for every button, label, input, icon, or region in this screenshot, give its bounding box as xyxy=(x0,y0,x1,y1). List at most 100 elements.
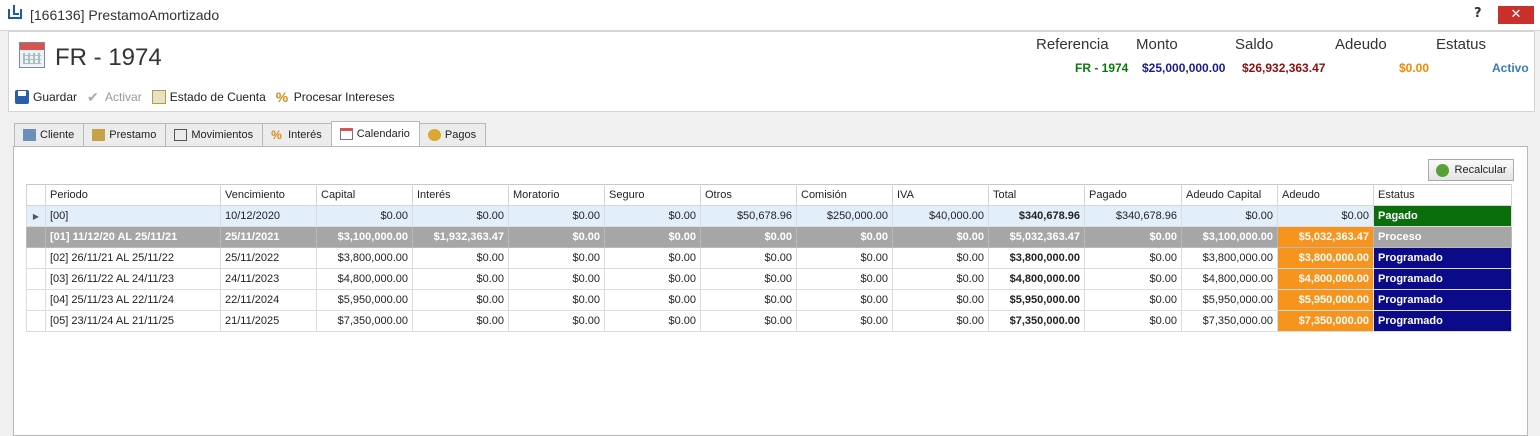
table-cell[interactable]: $3,800,000.00 xyxy=(1181,247,1278,269)
table-cell[interactable]: $0.00 xyxy=(1277,205,1374,227)
table-cell[interactable]: $0.00 xyxy=(892,310,989,332)
table-cell[interactable]: $0.00 xyxy=(892,289,989,311)
table-row[interactable]: ▶ [00] 10/12/2020 $0.00 $0.00 $0.00 $0.00 $50,6… xyxy=(26,205,1512,227)
table-cell[interactable]: [03] 26/11/22 AL 24/11/23 xyxy=(45,268,221,290)
table-cell[interactable]: $0.00 xyxy=(1084,268,1182,290)
table-cell[interactable]: $0.00 xyxy=(508,289,605,311)
column-header[interactable]: Adeudo Capital xyxy=(1181,184,1278,206)
table-cell[interactable]: $0.00 xyxy=(604,268,701,290)
estado-cuenta-button[interactable]: Estado de Cuenta xyxy=(151,90,266,104)
table-cell[interactable]: $0.00 xyxy=(796,226,893,248)
table-cell[interactable]: $4,800,000.00 xyxy=(1277,268,1374,290)
table-cell[interactable]: 10/12/2020 xyxy=(220,205,317,227)
activar-button[interactable]: ✔ Activar xyxy=(87,90,142,104)
column-header[interactable]: Moratorio xyxy=(508,184,605,206)
table-cell[interactable]: $3,800,000.00 xyxy=(988,247,1085,269)
table-cell[interactable]: $0.00 xyxy=(604,247,701,269)
table-cell[interactable]: 24/11/2023 xyxy=(220,268,317,290)
table-cell[interactable]: $0.00 xyxy=(604,289,701,311)
table-cell[interactable]: $0.00 xyxy=(604,226,701,248)
table-cell[interactable]: $0.00 xyxy=(700,247,797,269)
table-cell[interactable]: $7,350,000.00 xyxy=(316,310,413,332)
table-cell[interactable]: $0.00 xyxy=(1181,205,1278,227)
row-selector[interactable] xyxy=(26,247,46,269)
tab-prestamo[interactable]: Prestamo xyxy=(83,123,167,146)
table-cell[interactable]: Programado xyxy=(1373,247,1512,269)
recalcular-button[interactable]: Recalcular xyxy=(1428,159,1514,181)
table-row[interactable]: [02] 26/11/21 AL 25/11/22 25/11/2022 $3,80… xyxy=(26,247,1512,269)
table-cell[interactable]: 25/11/2021 xyxy=(220,226,317,248)
table-cell[interactable]: $0.00 xyxy=(316,205,413,227)
table-cell[interactable]: Pagado xyxy=(1373,205,1512,227)
table-cell[interactable]: [02] 26/11/21 AL 25/11/22 xyxy=(45,247,221,269)
table-cell[interactable]: $0.00 xyxy=(892,268,989,290)
table-cell[interactable]: $0.00 xyxy=(700,226,797,248)
column-header[interactable]: Pagado xyxy=(1084,184,1182,206)
table-cell[interactable]: 22/11/2024 xyxy=(220,289,317,311)
table-cell[interactable]: $3,100,000.00 xyxy=(316,226,413,248)
table-cell[interactable]: [05] 23/11/24 AL 21/11/25 xyxy=(45,310,221,332)
table-row[interactable]: [04] 25/11/23 AL 22/11/24 22/11/2024 $5,95… xyxy=(26,289,1512,311)
table-cell[interactable]: $5,032,363.47 xyxy=(1277,226,1374,248)
table-row[interactable]: [05] 23/11/24 AL 21/11/25 21/11/2025 $7,35… xyxy=(26,310,1512,332)
table-cell[interactable]: $3,800,000.00 xyxy=(1277,247,1374,269)
table-cell[interactable]: $0.00 xyxy=(796,247,893,269)
tab-pagos[interactable]: Pagos xyxy=(418,123,487,146)
table-cell[interactable]: 21/11/2025 xyxy=(220,310,317,332)
table-cell[interactable]: $3,800,000.00 xyxy=(316,247,413,269)
table-cell[interactable]: $0.00 xyxy=(508,205,605,227)
table-cell[interactable]: $0.00 xyxy=(892,226,989,248)
table-cell[interactable]: $5,950,000.00 xyxy=(1277,289,1374,311)
table-cell[interactable]: $250,000.00 xyxy=(796,205,893,227)
table-cell[interactable]: $0.00 xyxy=(796,289,893,311)
table-cell[interactable]: Proceso xyxy=(1373,226,1512,248)
table-cell[interactable]: $0.00 xyxy=(508,310,605,332)
column-header[interactable]: Adeudo xyxy=(1277,184,1374,206)
row-indicator-icon[interactable]: ▶ xyxy=(26,205,46,227)
table-cell[interactable]: $3,100,000.00 xyxy=(1181,226,1278,248)
table-cell[interactable]: Programado xyxy=(1373,268,1512,290)
table-row[interactable]: [03] 26/11/22 AL 24/11/23 24/11/2023 $4,80… xyxy=(26,268,1512,290)
table-cell[interactable]: $5,950,000.00 xyxy=(1181,289,1278,311)
table-cell[interactable]: $0.00 xyxy=(1084,289,1182,311)
column-header[interactable]: Comisión xyxy=(796,184,893,206)
column-header[interactable]: Capital xyxy=(316,184,413,206)
table-cell[interactable]: [00] xyxy=(45,205,221,227)
table-cell[interactable]: $7,350,000.00 xyxy=(1181,310,1278,332)
table-cell[interactable]: $7,350,000.00 xyxy=(988,310,1085,332)
table-cell[interactable]: Programado xyxy=(1373,310,1512,332)
column-header[interactable]: Total xyxy=(988,184,1085,206)
table-cell[interactable]: $4,800,000.00 xyxy=(988,268,1085,290)
table-cell[interactable]: $340,678.96 xyxy=(1084,205,1182,227)
table-cell[interactable]: $0.00 xyxy=(1084,226,1182,248)
column-header[interactable]: Otros xyxy=(700,184,797,206)
table-cell[interactable]: $0.00 xyxy=(700,310,797,332)
table-cell[interactable]: $0.00 xyxy=(700,268,797,290)
table-cell[interactable]: $0.00 xyxy=(508,226,605,248)
procesar-intereses-button[interactable]: % Procesar Intereses xyxy=(276,90,395,104)
table-cell[interactable]: Programado xyxy=(1373,289,1512,311)
table-cell[interactable]: $0.00 xyxy=(892,247,989,269)
table-cell[interactable]: $0.00 xyxy=(412,205,509,227)
close-button[interactable]: ✕ xyxy=(1498,6,1534,24)
table-row[interactable]: [01] 11/12/20 AL 25/11/21 25/11/2021 $3,10… xyxy=(26,226,1512,248)
column-header[interactable]: IVA xyxy=(892,184,989,206)
table-cell[interactable]: 25/11/2022 xyxy=(220,247,317,269)
table-cell[interactable]: $0.00 xyxy=(1084,247,1182,269)
row-selector[interactable] xyxy=(26,268,46,290)
row-selector[interactable] xyxy=(26,310,46,332)
tab-cliente[interactable]: Cliente xyxy=(14,123,85,146)
table-cell[interactable]: $0.00 xyxy=(412,289,509,311)
column-header[interactable]: Periodo xyxy=(45,184,221,206)
table-cell[interactable]: $4,800,000.00 xyxy=(1181,268,1278,290)
row-selector[interactable] xyxy=(26,289,46,311)
table-cell[interactable]: $0.00 xyxy=(508,268,605,290)
column-header[interactable]: Seguro xyxy=(604,184,701,206)
column-header[interactable]: Vencimiento xyxy=(220,184,317,206)
column-header[interactable]: Interés xyxy=(412,184,509,206)
table-cell[interactable]: [04] 25/11/23 AL 22/11/24 xyxy=(45,289,221,311)
tab-movimientos[interactable]: Movimientos xyxy=(165,123,264,146)
table-cell[interactable]: $340,678.96 xyxy=(988,205,1085,227)
table-cell[interactable]: $0.00 xyxy=(604,205,701,227)
table-cell[interactable]: $0.00 xyxy=(604,310,701,332)
